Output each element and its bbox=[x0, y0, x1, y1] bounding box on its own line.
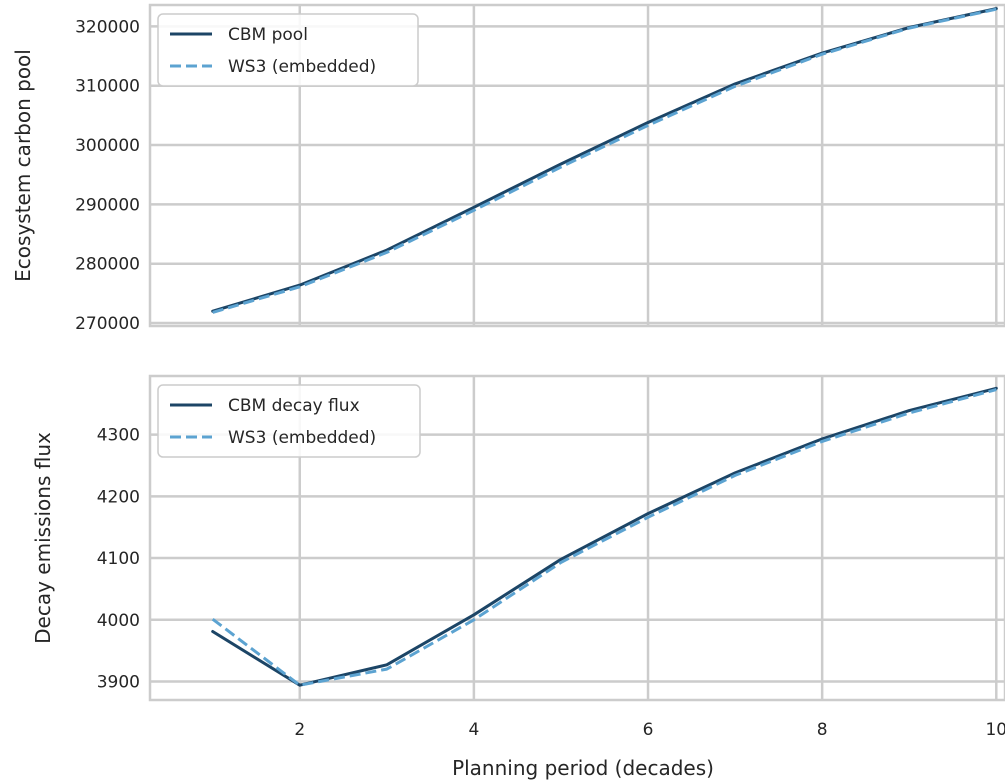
legend: CBM decay flux WS3 (embedded) bbox=[157, 384, 421, 458]
legend: CBM pool WS3 (embedded) bbox=[157, 13, 419, 87]
x-tick-label: 8 bbox=[817, 720, 828, 740]
y-tick-label: 280000 bbox=[75, 255, 140, 275]
series-line-1 bbox=[211, 386, 998, 687]
x-tick-label: 4 bbox=[468, 720, 479, 740]
y-tick-label: 310000 bbox=[75, 77, 140, 97]
decay-flux-panel: 3900 4000 4100 4200 4300 2 4 6 8 10 Decay emission… bbox=[31, 374, 1005, 740]
legend-box bbox=[157, 384, 421, 458]
legend-label: WS3 (embedded) bbox=[228, 428, 376, 448]
x-tick-label: 10 bbox=[985, 720, 1005, 740]
y-tick-label: 3900 bbox=[97, 672, 140, 692]
legend-label: CBM pool bbox=[228, 25, 308, 45]
carbon-pool-panel: 270000 280000 290000 300000 310000 320000 Ecos… bbox=[11, 3, 1005, 334]
y-tick-label: 290000 bbox=[75, 195, 140, 215]
x-tick-label: 2 bbox=[294, 720, 305, 740]
plot-frame bbox=[148, 3, 1005, 328]
legend-label: WS3 (embedded) bbox=[228, 57, 376, 77]
legend-label: CBM decay flux bbox=[228, 396, 360, 416]
y-tick-label: 4000 bbox=[97, 611, 140, 631]
legend-box bbox=[157, 13, 419, 87]
y-tick-label: 320000 bbox=[75, 17, 140, 37]
y-tick-label: 4300 bbox=[97, 426, 140, 446]
plot-frame bbox=[148, 374, 1005, 702]
series-line-2 bbox=[212, 7, 997, 314]
x-axis-label: Planning period (decades) bbox=[452, 756, 714, 780]
y-tick-label: 4100 bbox=[97, 549, 140, 569]
y-axis-label: Ecosystem carbon pool bbox=[11, 49, 35, 282]
series-line-2 bbox=[211, 388, 997, 687]
y-tick-label: 300000 bbox=[75, 136, 140, 156]
x-tick-label: 6 bbox=[643, 720, 654, 740]
y-axis-label: Decay emissions flux bbox=[31, 432, 55, 644]
y-tick-label: 4200 bbox=[97, 487, 140, 507]
y-tick-label: 270000 bbox=[75, 314, 140, 334]
